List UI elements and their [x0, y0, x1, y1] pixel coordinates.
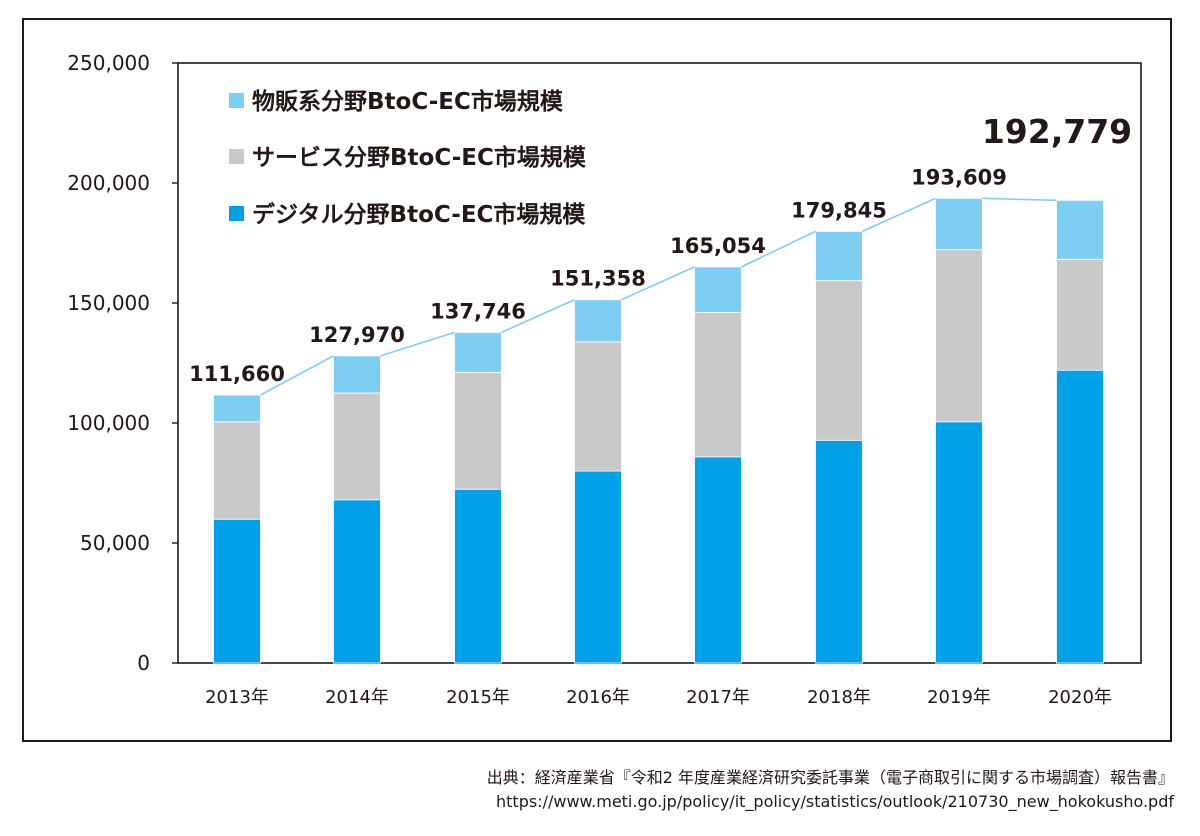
bar-segment-service — [1056, 258, 1104, 371]
bar-segment-goods — [815, 230, 863, 282]
legend-swatch — [229, 206, 244, 221]
total-trend-line — [862, 197, 936, 233]
plot-area-border — [177, 62, 1142, 664]
stacked-bar-chart: 0 50,000 100,000 150,000 200,000 250,000 2013年… — [67, 51, 1142, 708]
bar-segment-goods — [1056, 199, 1104, 260]
y-tick-label: 100,000 — [67, 411, 150, 435]
bar-segment-service — [333, 392, 381, 501]
total-trend-line — [260, 355, 334, 396]
total-trend-line — [501, 299, 575, 334]
bar-segment-service — [213, 421, 261, 520]
legend-label: サービス分野BtoC-EC市場規模 — [252, 144, 587, 171]
bar-segment-goods — [574, 299, 622, 343]
total-label: 179,845 — [791, 198, 887, 222]
x-tick-label: 2020年 — [1048, 687, 1112, 708]
bar-segment-digital — [694, 456, 742, 664]
bar-segment-goods — [454, 332, 502, 373]
x-tick-label: 2017年 — [686, 687, 750, 708]
x-tick-label: 2018年 — [807, 687, 871, 708]
y-tick-label: 200,000 — [67, 171, 150, 195]
total-trend-line — [621, 266, 695, 301]
legend-label: 物販系分野BtoC-EC市場規模 — [252, 88, 564, 115]
total-label: 137,746 — [430, 299, 526, 323]
y-tick-label: 0 — [137, 651, 150, 675]
bar-segment-goods — [694, 266, 742, 314]
total-trend-line — [380, 331, 455, 357]
x-tick-label: 2015年 — [446, 687, 510, 708]
bar-segment-service — [935, 249, 983, 423]
bar-segment-service — [574, 341, 622, 472]
total-label: 165,054 — [670, 234, 766, 258]
bar-segment-digital — [454, 488, 502, 664]
source-citation: 出典：経済産業省『令和2 年度産業経済研究委託事業（電子商取引に関する市場調査）… — [486, 768, 1174, 787]
legend-swatch — [229, 149, 244, 164]
bar-segment-goods — [935, 197, 983, 251]
y-tick-label: 150,000 — [67, 291, 150, 315]
total-label: 127,970 — [309, 323, 405, 347]
y-tick-label: 50,000 — [80, 531, 150, 555]
total-label: 151,358 — [550, 267, 646, 291]
x-tick-label: 2019年 — [927, 687, 991, 708]
x-tick-label: 2016年 — [566, 687, 630, 708]
bar-segment-service — [694, 312, 742, 458]
total-label: 111,660 — [189, 362, 285, 386]
bar-segment-goods — [213, 394, 261, 423]
total-trend-line — [982, 197, 1057, 202]
y-tick-label: 250,000 — [67, 51, 150, 75]
bar-segment-digital — [213, 518, 261, 664]
bar-segment-goods — [333, 355, 381, 394]
bar-segment-digital — [815, 439, 863, 664]
x-tick-label: 2014年 — [325, 687, 389, 708]
x-tick-label: 2013年 — [205, 687, 269, 708]
bar-segment-digital — [935, 421, 983, 664]
legend-label: デジタル分野BtoC-EC市場規模 — [252, 201, 586, 228]
total-label: 193,609 — [911, 165, 1007, 189]
bar-segment-digital — [1056, 369, 1104, 664]
bar-segment-digital — [333, 499, 381, 664]
total-trend-line — [741, 230, 816, 268]
bar-segment-service — [815, 280, 863, 441]
source-url[interactable]: https://www.meti.go.jp/policy/it_policy/… — [496, 792, 1174, 811]
legend-swatch — [229, 93, 244, 108]
total-label-highlight: 192,779 — [982, 112, 1132, 151]
bar-segment-digital — [574, 470, 622, 664]
bar-segment-service — [454, 371, 502, 490]
chart-frame: 0 50,000 100,000 150,000 200,000 250,000 2013年… — [22, 18, 1172, 742]
